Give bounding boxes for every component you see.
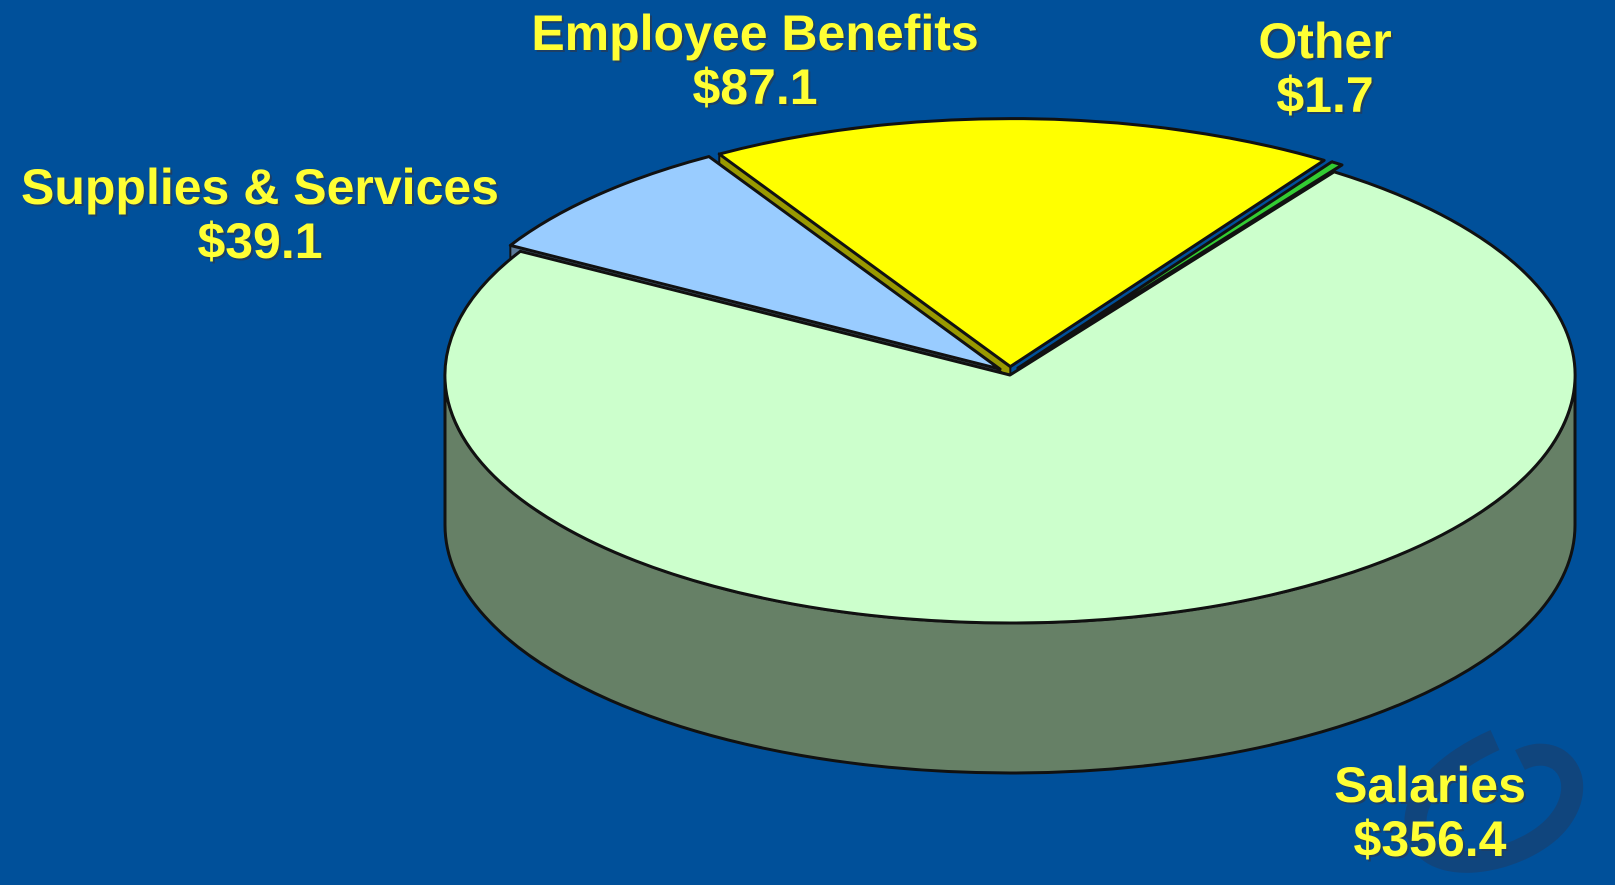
watermark-swirl: [1404, 729, 1584, 873]
pie-slice-other: [1016, 160, 1344, 370]
pie-slice-supplies-services: [508, 155, 1002, 371]
slice-name: Employee Benefits: [531, 5, 979, 61]
slice-name: Other: [1258, 13, 1392, 69]
label-supplies-services: Supplies & Services $39.1: [0, 160, 520, 268]
slice-value: $39.1: [197, 213, 323, 269]
slice-name: Supplies & Services: [20, 159, 499, 215]
slice-value: $1.7: [1276, 67, 1374, 123]
slice-value: $87.1: [692, 59, 818, 115]
pie-slice-salaries: [443, 170, 1577, 625]
label-salaries: Salaries $356.4: [1265, 758, 1595, 866]
label-employee-benefits: Employee Benefits $87.1: [520, 6, 990, 114]
pie-slice-employee-benefits: [717, 117, 1326, 369]
slice-value: $356.4: [1353, 811, 1507, 867]
slice-name: Salaries: [1334, 757, 1526, 813]
label-other: Other $1.7: [1200, 14, 1450, 122]
